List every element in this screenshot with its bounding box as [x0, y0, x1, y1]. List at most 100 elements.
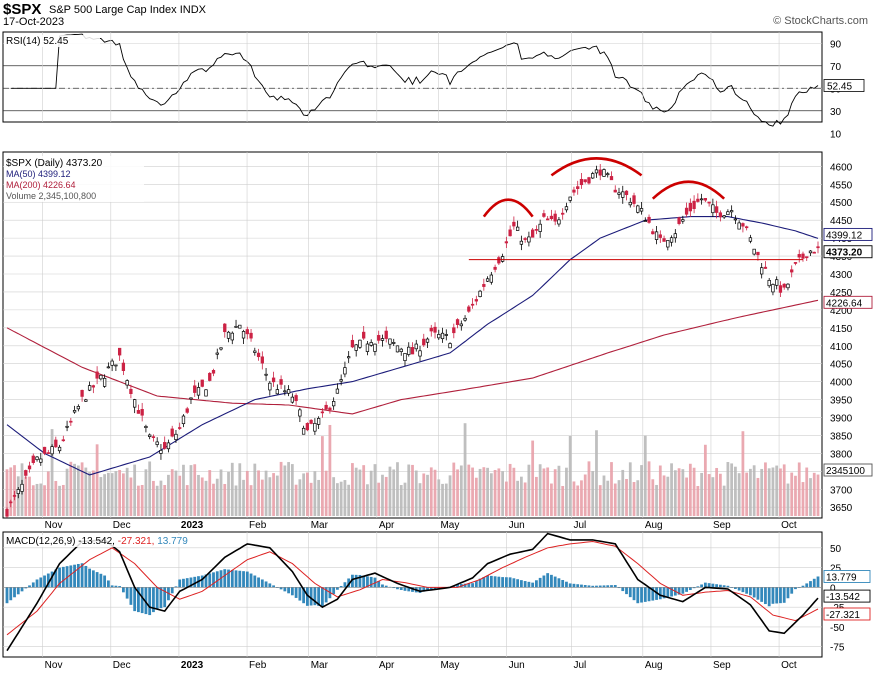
macd-histogram-bar: [587, 585, 591, 588]
candle-body: [106, 366, 111, 369]
rsi-last-label: 52.45: [827, 81, 852, 92]
volume-bar: [58, 485, 61, 516]
candle-body: [24, 470, 28, 476]
macd-histogram-bar: [182, 578, 185, 588]
macd-x-label: Dec: [113, 660, 131, 671]
volume-bar: [685, 477, 688, 516]
macd-histogram-bar: [351, 574, 354, 588]
candle-body: [677, 217, 681, 224]
macd-histogram-bar: [155, 587, 159, 610]
candle-body: [504, 241, 509, 244]
volume-bar: [794, 475, 797, 516]
candle-body: [27, 465, 32, 470]
macd-histogram-bar: [16, 587, 20, 595]
volume-bar: [133, 464, 137, 516]
macd-histogram-bar: [418, 587, 422, 593]
macd-histogram-bar: [152, 587, 155, 613]
price-legend-bg: [4, 156, 144, 202]
volume-bar: [46, 471, 50, 516]
candle-body: [474, 299, 478, 302]
macd-histogram-bar: [283, 587, 287, 592]
candle-body: [241, 331, 246, 339]
candle-body: [264, 373, 268, 376]
volume-bar: [568, 435, 572, 516]
volume-bar: [103, 474, 107, 516]
volume-bar: [493, 469, 497, 516]
macd-histogram-bar: [230, 569, 234, 588]
volume-bar: [31, 485, 35, 516]
macd-histogram-bar: [677, 587, 681, 595]
volume-bar: [805, 467, 809, 516]
macd-histogram-bar: [809, 581, 812, 588]
candle-body: [234, 325, 238, 328]
macd-tick-label: 25: [830, 564, 842, 575]
candle-body: [215, 352, 219, 355]
volume-bar: [722, 485, 726, 516]
rsi-panel: 907050301052.45: [2, 31, 865, 140]
macd-histogram-bar: [298, 587, 302, 601]
rsi-tick-label: 30: [830, 107, 842, 118]
candle-body: [249, 332, 253, 339]
macd-histogram-bar: [219, 570, 223, 588]
macd-histogram-bar: [129, 587, 133, 605]
macd-histogram-bar: [103, 575, 107, 588]
macd-histogram-bar: [347, 578, 351, 588]
volume-bar: [429, 467, 433, 516]
volume-bar: [302, 473, 306, 516]
volume-bar: [677, 468, 681, 516]
volume-bar: [129, 477, 133, 516]
macd-histogram-bar: [782, 587, 786, 603]
macd-histogram-bar: [121, 587, 125, 593]
candle-body: [72, 410, 77, 413]
macd-histogram-bar: [140, 587, 144, 614]
candle-body: [542, 213, 546, 217]
volume-bar: [501, 471, 504, 516]
candle-body: [305, 423, 310, 431]
volume-bar: [752, 465, 756, 516]
volume-bar: [309, 482, 313, 516]
candle-body: [722, 215, 726, 218]
volume-bar: [227, 471, 230, 516]
volume-bar: [531, 440, 535, 516]
candle-body: [46, 452, 50, 454]
candle-body: [530, 229, 535, 238]
candle-body: [422, 338, 426, 346]
macd-x-label: Feb: [249, 660, 267, 671]
macd-histogram-bar: [670, 587, 673, 597]
candle-body: [440, 332, 445, 340]
volume-bar: [5, 469, 9, 516]
candle-body: [117, 347, 122, 356]
candle-body: [155, 441, 159, 445]
macd-histogram-bar: [189, 577, 193, 588]
macd-histogram-bar: [399, 587, 403, 591]
macd-histogram-bar: [576, 584, 580, 588]
volume-bar: [550, 483, 553, 516]
volume-bar: [407, 464, 411, 516]
volume-bar: [13, 465, 16, 516]
macd-histogram-bar: [95, 572, 99, 588]
macd-histogram-bar: [125, 587, 129, 599]
candle-body: [226, 331, 231, 339]
macd-histogram-bar: [339, 585, 343, 588]
candle-body: [647, 216, 651, 223]
volume-bar: [264, 470, 268, 516]
volume-bar: [200, 477, 204, 516]
volume-bar: [381, 474, 384, 516]
macd-histogram-bar: [726, 585, 730, 588]
macd-histogram-bar: [354, 574, 358, 588]
macd-histogram-bar: [598, 585, 602, 588]
macd-histogram-bar: [272, 585, 275, 588]
volume-bar: [707, 474, 711, 516]
volume-bar: [197, 474, 200, 516]
candle-body: [31, 455, 35, 463]
volume-bar: [426, 474, 429, 516]
candle-body: [316, 418, 321, 425]
candle-body: [726, 211, 730, 216]
volume-bar: [673, 470, 677, 516]
head-shoulders-arc: [482, 198, 534, 218]
candle-body: [636, 205, 640, 213]
candle-body: [365, 343, 370, 352]
volume-bar: [80, 462, 84, 516]
macd-last-label: -13.542: [826, 592, 860, 603]
macd-histogram-bar: [508, 577, 512, 588]
